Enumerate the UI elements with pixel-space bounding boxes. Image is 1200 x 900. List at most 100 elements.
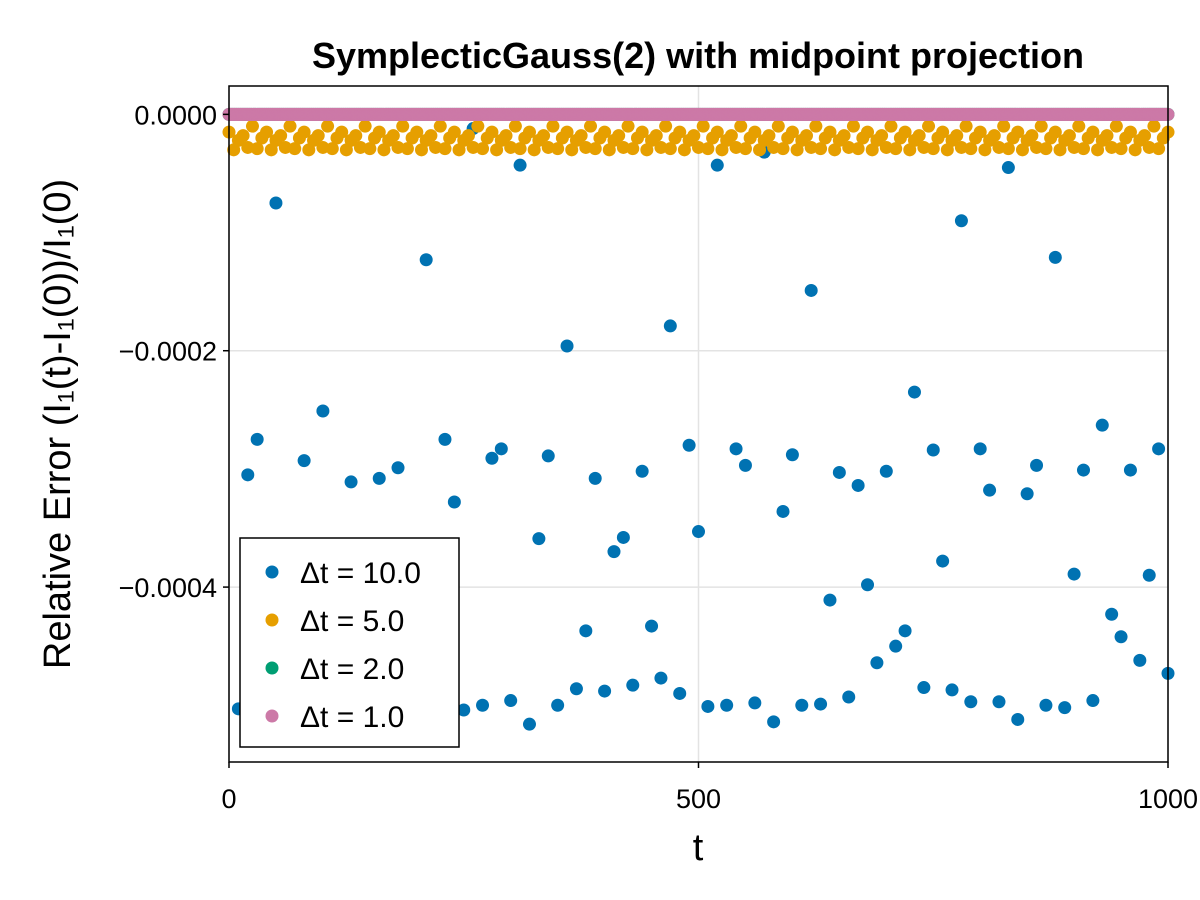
data-point [433,119,447,133]
data-point [372,471,386,485]
legend-item: Δt = 10.0 [265,557,421,590]
data-point [391,461,405,475]
data-point [983,483,997,497]
data-point [598,684,612,698]
data-point [912,129,926,143]
data-point [1039,142,1053,156]
data-point [551,698,565,712]
data-point [654,671,668,685]
data-point [635,125,649,139]
data-point [823,593,837,607]
data-point [701,699,715,713]
data-point [884,119,898,133]
data-point [386,129,400,143]
data-point [607,545,621,559]
data-point [1114,630,1128,644]
data-point [1001,142,1015,156]
data-point [344,475,358,489]
data-point [748,696,762,710]
legend-label: Δt = 1.0 [300,701,404,734]
data-point [245,119,259,133]
data-point [964,142,978,156]
data-point [1011,712,1025,726]
data-point [626,678,640,692]
data-point [311,129,325,143]
legend-label: Δt = 2.0 [300,653,404,686]
data-point [973,442,987,456]
data-point [358,119,372,133]
data-point [950,129,964,143]
data-point [861,578,875,592]
data-point [241,468,255,482]
data-point [541,449,555,463]
legend-marker [265,661,279,675]
data-point [898,125,912,139]
data-point [419,253,433,267]
data-point [659,119,673,133]
data-point [288,142,302,156]
legend-item: Δt = 5.0 [265,605,404,638]
data-point [260,125,274,139]
data-point [1048,250,1062,264]
data-point [987,129,1001,143]
data-point [762,129,776,143]
data-point [1058,701,1072,715]
data-point [1142,568,1156,582]
data-point [973,125,987,139]
data-point [907,385,921,399]
data-point [917,681,931,695]
data-point [649,129,663,143]
x-tick-label: 0 [221,784,236,814]
data-point [738,142,752,156]
data-point [485,451,499,465]
data-point [560,125,574,139]
data-point [692,525,705,539]
data-point [1076,463,1090,477]
data-point [898,624,912,638]
data-point [748,125,762,139]
x-tick-label: 500 [676,784,721,814]
data-point [997,119,1011,133]
data-point [551,142,565,156]
data-point [851,478,865,492]
data-point [1105,607,1119,621]
data-point [682,438,696,452]
data-point [720,698,734,712]
data-point [889,142,903,156]
data-point [1039,698,1053,712]
legend-marker [265,709,279,723]
data-point [461,129,475,143]
data-point [663,319,677,333]
chart-title: SymplecticGauss(2) with midpoint project… [312,35,1084,76]
y-tick-label: −0.0004 [119,573,217,603]
data-point [579,624,593,638]
data-point [922,119,936,133]
data-point [1152,142,1166,156]
data-point [767,715,781,729]
data-point [626,142,640,156]
data-point [513,158,527,172]
data-point [1114,142,1128,156]
data-point [476,142,490,156]
legend-label: Δt = 5.0 [300,605,404,638]
data-point [837,129,851,143]
data-point [236,129,250,143]
data-point [616,530,630,544]
data-point [724,129,738,143]
data-point [809,119,823,133]
data-point [612,129,626,143]
legend: Δt = 10.0 Δt = 5.0 Δt = 2.0 Δt = 1.0 [239,537,460,748]
data-point [269,196,283,210]
legend-item: Δt = 2.0 [265,653,404,686]
data-point [785,125,799,139]
data-point [1095,418,1109,432]
data-point [513,142,527,156]
data-point [1109,119,1123,133]
y-tick-label: 0.0000 [134,100,217,130]
data-point [771,119,785,133]
data-point [804,283,818,297]
data-point [710,125,724,139]
data-point [870,656,884,670]
data-point [584,119,598,133]
data-point [710,158,724,172]
